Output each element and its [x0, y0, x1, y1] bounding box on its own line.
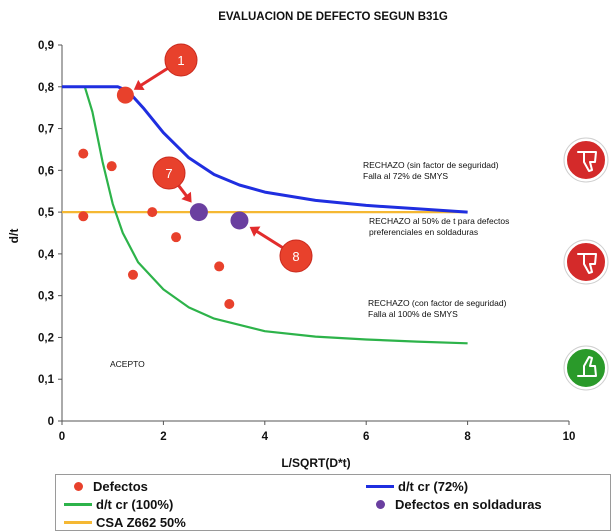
- annotation-rechazo72: RECHAZO (sin factor de seguridad): [363, 160, 499, 170]
- annotation-rechazo72: Falla al 72% de SMYS: [363, 171, 448, 181]
- legend-swatch-dtcr100: [64, 503, 92, 506]
- y-tick-label: 0,7: [38, 124, 54, 136]
- thumbs-down-icon-hand: [577, 151, 597, 172]
- thumbs-down-icon-bg: [565, 139, 607, 181]
- weld-defect-point: [189, 203, 208, 222]
- callout-arrowhead: [181, 191, 192, 203]
- x-tick-label: 2: [160, 431, 166, 443]
- x-axis-label: L/SQRT(D*t): [281, 456, 350, 470]
- chart-title: EVALUACION DE DEFECTO SEGUN B31G: [218, 11, 448, 23]
- thumbs-down-icon-ring: [563, 239, 609, 285]
- thumbs-down-icon-bg: [565, 241, 607, 283]
- annotation-acepto: ACEPTO: [110, 359, 145, 369]
- legend-item-dtcr72: d/t cr (72%): [366, 479, 468, 494]
- thumbs-down-icon: [563, 137, 609, 183]
- annotation-rechazo50: RECHAZO al 50% de t para defectos: [369, 216, 509, 226]
- y-axis-label: d/t: [7, 229, 21, 244]
- callout-label: 7: [165, 166, 172, 181]
- legend-swatch-dtcr72: [366, 485, 394, 488]
- y-tick-label: 0,6: [38, 165, 54, 177]
- legend: Defectos d/t cr (72%) d/t cr (100%) Defe…: [55, 474, 611, 531]
- legend-item-soldaduras: Defectos en soldaduras: [366, 497, 542, 512]
- x-tick-label: 8: [464, 431, 471, 443]
- legend-swatch-defectos: [74, 482, 83, 491]
- defect-point: [78, 148, 89, 159]
- legend-label-dtcr100: d/t cr (100%): [96, 497, 174, 512]
- legend-item-csa: CSA Z662 50%: [64, 515, 186, 530]
- callout-badge: [152, 156, 186, 190]
- legend-label-csa: CSA Z662 50%: [96, 515, 186, 530]
- callout-arrow: [138, 67, 169, 88]
- chart-area: EVALUACION DE DEFECTO SEGUN B31G 0 0,1 0,2…: [7, 11, 609, 470]
- callout-arrowhead: [249, 226, 261, 237]
- callout-badge: [279, 239, 313, 273]
- thumbs-down-icon: [563, 239, 609, 285]
- legend-item-dtcr100: d/t cr (100%): [64, 497, 173, 512]
- thumbs-down-icon-hand: [577, 253, 597, 274]
- defect-point: [127, 269, 138, 280]
- thumbs-down-icon-ring: [563, 137, 609, 183]
- x-tick-label: 4: [262, 431, 269, 443]
- defect-point: [214, 261, 225, 272]
- y-tick-label: 0,8: [38, 82, 55, 94]
- defect-point: [116, 86, 134, 104]
- y-tick-label: 0,9: [38, 40, 54, 52]
- annotation-rechazo100: Falla al 100% de SMYS: [368, 309, 458, 319]
- x-tick-label: 6: [363, 431, 369, 443]
- annotation-rechazo50: preferenciales en soldaduras: [369, 227, 478, 237]
- y-tick-label: 0,4: [38, 249, 55, 261]
- legend-swatch-csa: [64, 521, 92, 524]
- y-tick-label: 0: [48, 416, 54, 428]
- legend-item-defectos: Defectos: [64, 479, 148, 494]
- callout-badge: [164, 43, 198, 77]
- y-tick-label: 0,3: [38, 291, 54, 303]
- thumbs-up-icon-ring: [563, 345, 609, 391]
- thumbs-up-icon-bg: [565, 347, 607, 389]
- callout-arrow: [253, 228, 284, 249]
- legend-label-soldaduras: Defectos en soldaduras: [395, 497, 542, 512]
- y-tick-label: 0,2: [38, 332, 54, 344]
- axes: 0 0,1 0,2 0,3 0,4 0,5 0,6 0,7 0,8 0,9 0 2 4 6 8 10: [38, 40, 575, 443]
- series-line-d-t-cr-100-: [62, 85, 468, 345]
- series-layer: [62, 85, 468, 345]
- defect-point: [171, 232, 182, 243]
- annotation-layer: RECHAZO (sin factor de seguridad)Falla a…: [110, 43, 609, 391]
- x-tick-label: 10: [563, 431, 576, 443]
- x-tick-label: 0: [59, 431, 65, 443]
- thumbs-up-icon: [563, 345, 609, 391]
- legend-label-defectos: Defectos: [93, 479, 148, 494]
- y-tick-label: 0,5: [38, 207, 55, 219]
- callout-label: 1: [177, 53, 184, 68]
- thumbs-up-icon-hand: [577, 356, 597, 377]
- defect-point: [147, 207, 158, 218]
- weld-defect-point: [230, 211, 249, 230]
- annotation-rechazo100: RECHAZO (con factor de seguridad): [368, 298, 507, 308]
- defect-point: [224, 299, 235, 310]
- legend-label-dtcr72: d/t cr (72%): [398, 479, 469, 494]
- legend-swatch-soldaduras: [376, 500, 385, 509]
- y-tick-label: 0,1: [38, 374, 55, 386]
- defect-point: [106, 161, 117, 172]
- series-line-d-t-cr-72-: [62, 85, 468, 214]
- callout-label: 8: [292, 249, 299, 264]
- defect-point: [78, 211, 89, 222]
- callout-arrowhead: [133, 79, 145, 91]
